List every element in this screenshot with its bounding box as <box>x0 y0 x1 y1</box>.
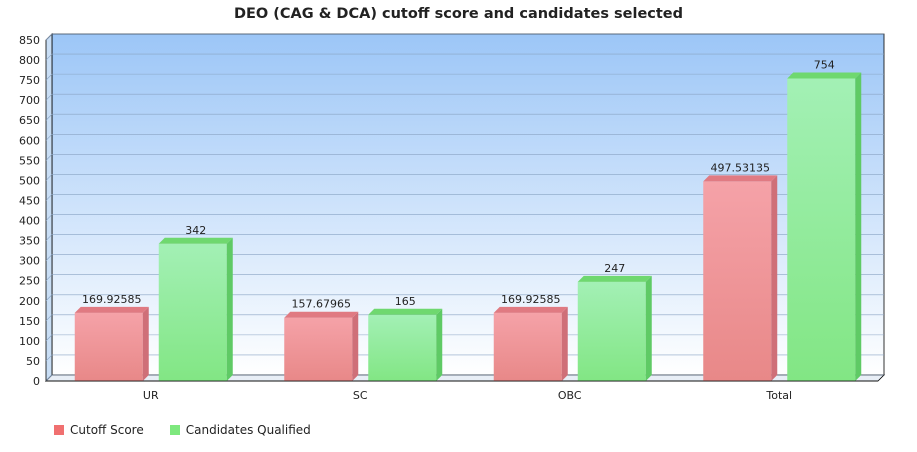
y-tick-label: 50 <box>26 355 40 368</box>
gridline-diag <box>45 53 53 61</box>
data-label: 165 <box>395 295 416 308</box>
bar-side <box>352 311 359 381</box>
bar-top <box>158 237 233 244</box>
legend-label-candidates-qualified: Candidates Qualified <box>185 423 311 437</box>
bar-cutoff-score <box>284 317 353 381</box>
y-tick-label: 800 <box>19 54 40 67</box>
y-tick-label: 500 <box>19 174 40 187</box>
gridline-diag <box>45 73 53 81</box>
bar-candidates-qualified <box>577 281 646 381</box>
gridline-diag <box>45 134 53 141</box>
legend-swatch-candidates-qualified <box>169 425 180 435</box>
bar-side <box>436 308 443 381</box>
bar-side <box>142 306 149 381</box>
gridline-diag <box>45 154 53 161</box>
data-label: 169.92585 <box>82 293 142 306</box>
y-tick-label: 550 <box>19 154 40 167</box>
y-tick-label: 600 <box>19 134 40 147</box>
x-tick-label: OBC <box>558 389 582 402</box>
plot-side-wall <box>45 33 53 382</box>
y-tick-label: 450 <box>19 194 40 207</box>
y-tick-label: 650 <box>19 114 40 127</box>
bar-candidates-qualified <box>368 314 437 381</box>
gridline-diag <box>45 93 53 101</box>
bar-side <box>561 306 568 381</box>
gridline-diag <box>45 214 53 221</box>
y-tick-label: 750 <box>19 74 40 87</box>
data-label: 157.67965 <box>292 298 352 311</box>
bar-cutoff-score <box>493 312 562 381</box>
bar-top <box>493 306 568 313</box>
legend-swatch-cutoff-score <box>54 425 64 435</box>
bar-side <box>855 72 862 381</box>
bar-side <box>226 237 233 381</box>
gridline-diag <box>45 234 53 241</box>
x-tick-label: SC <box>353 389 368 402</box>
data-label: 247 <box>604 262 625 275</box>
bar-cutoff-score <box>74 312 143 381</box>
gridline-diag <box>45 33 53 41</box>
y-tick-label: 700 <box>19 94 40 107</box>
gridline-diag <box>45 114 53 121</box>
x-tick-label: UR <box>143 389 159 402</box>
bar-cutoff-score <box>703 181 772 381</box>
y-tick-label: 100 <box>19 335 40 348</box>
bar-top <box>284 311 359 318</box>
bar-candidates-qualified <box>158 243 227 381</box>
bar-top <box>74 306 149 313</box>
y-tick-label: 350 <box>19 235 40 248</box>
data-label: 754 <box>814 59 835 72</box>
y-tick-label: 150 <box>19 315 40 328</box>
gridline-diag <box>45 174 53 181</box>
gridline-diag <box>45 314 53 322</box>
bar-top <box>703 175 778 182</box>
x-tick-label: Total <box>765 389 792 402</box>
data-label: 169.92585 <box>501 293 561 306</box>
legend-item-cutoff-score: Cutoff Score <box>54 423 144 437</box>
y-tick-label: 200 <box>19 295 40 308</box>
y-tick-label: 0 <box>33 375 40 388</box>
data-label: 342 <box>185 224 206 237</box>
legend-label-cutoff-score: Cutoff Score <box>70 423 144 437</box>
bar-side <box>771 175 778 381</box>
legend-item-candidates-qualified: Candidates Qualified <box>169 423 311 437</box>
gridline-diag <box>45 294 53 301</box>
y-tick-label: 300 <box>19 255 40 268</box>
bar-candidates-qualified <box>787 78 856 381</box>
gridline-diag <box>45 194 53 201</box>
gridline-diag <box>45 254 53 261</box>
gridline-diag <box>45 274 53 281</box>
bar-top <box>577 275 652 282</box>
y-tick-label: 850 <box>19 34 40 47</box>
chart-title: DEO (CAG & DCA) cutoff score and candida… <box>233 6 684 22</box>
legend: Cutoff Score Candidates Qualified <box>54 423 311 437</box>
y-tick-label: 400 <box>19 215 40 228</box>
bar-top <box>368 308 443 315</box>
data-label: 497.53135 <box>711 161 771 174</box>
y-tick-label: 250 <box>19 275 40 288</box>
gridline-diag <box>45 354 53 362</box>
gridline-diag <box>45 334 53 342</box>
bar-top <box>787 72 862 79</box>
gridline-diag <box>45 374 53 382</box>
bar-side <box>645 275 652 381</box>
